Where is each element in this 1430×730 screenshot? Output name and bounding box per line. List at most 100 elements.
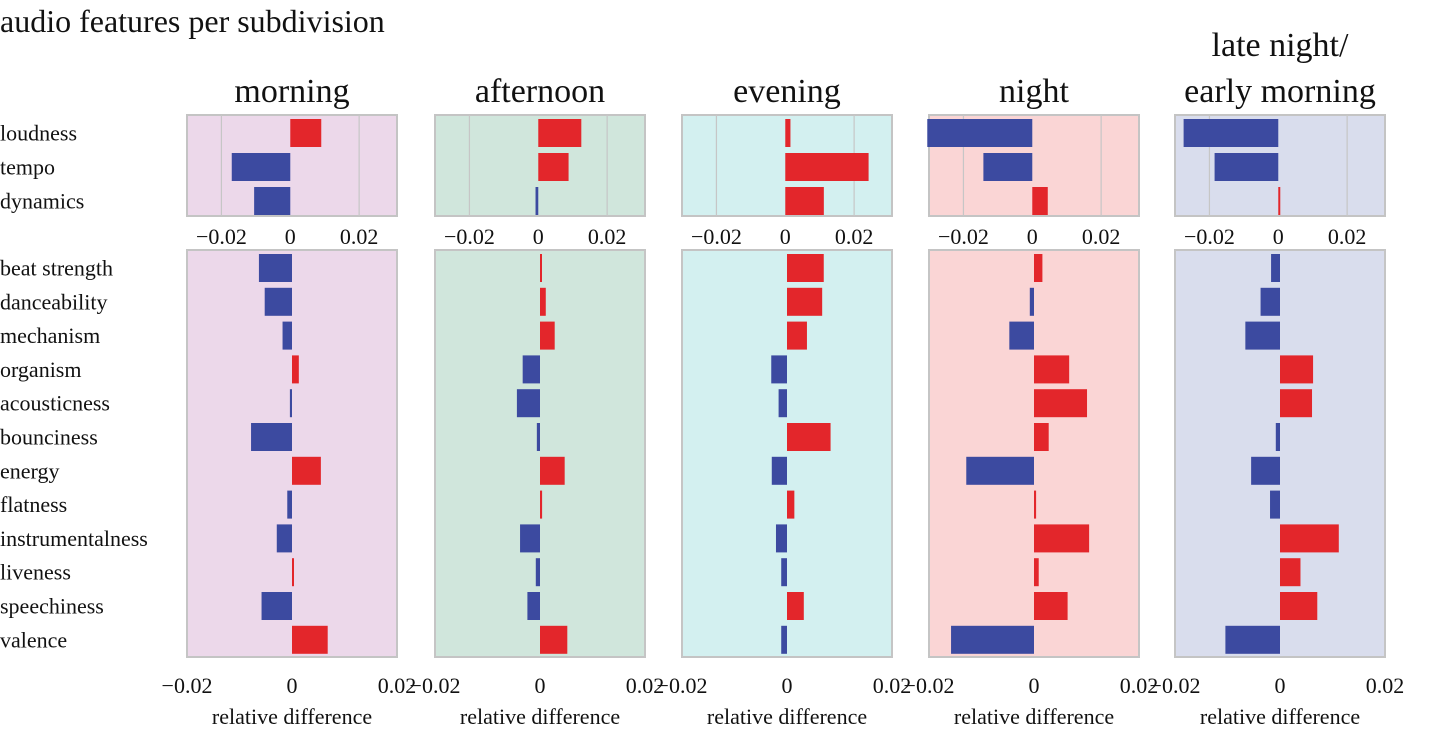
bar xyxy=(787,490,795,519)
bar xyxy=(1009,321,1034,350)
tick-label: 0 xyxy=(285,224,296,249)
tick-label: 0.02 xyxy=(1328,224,1367,249)
feature-label: mechanism xyxy=(0,323,100,348)
bar xyxy=(983,153,1033,181)
bar xyxy=(292,558,294,587)
bar xyxy=(1034,389,1088,418)
bar xyxy=(771,456,787,485)
bar xyxy=(282,321,292,350)
bar xyxy=(540,490,543,519)
bar xyxy=(1260,287,1280,316)
bar xyxy=(1280,355,1314,384)
bar xyxy=(540,321,555,350)
feature-label: liveness xyxy=(0,560,71,585)
tick-label: 0 xyxy=(1027,224,1038,249)
panel-background xyxy=(434,249,646,658)
bar xyxy=(1034,558,1039,587)
bar xyxy=(520,524,540,553)
bar xyxy=(1280,592,1318,620)
bar xyxy=(1245,321,1280,350)
feature-label: loudness xyxy=(0,121,77,146)
bar xyxy=(781,558,787,587)
subdivision-title: early morning xyxy=(1184,73,1376,110)
bar xyxy=(1270,490,1280,519)
tick-label: −0.02 xyxy=(196,224,247,249)
bar xyxy=(1280,524,1339,553)
subdivision-title: afternoon xyxy=(475,73,605,110)
feature-label: beat strength xyxy=(0,256,113,281)
bar xyxy=(1032,187,1048,215)
bar xyxy=(785,187,824,215)
bar xyxy=(264,287,292,316)
tick-label: 0.02 xyxy=(340,224,379,249)
subdivision-panel: late night/early morning −0.02 0 0.02 −0.02 0… xyxy=(1150,27,1405,729)
bar xyxy=(289,389,292,418)
bar xyxy=(1034,592,1068,620)
bar xyxy=(535,558,540,587)
panel-background xyxy=(1174,249,1386,658)
tick-label: 0 xyxy=(535,673,546,698)
panel-background xyxy=(928,249,1140,658)
bar xyxy=(1214,153,1279,181)
bar xyxy=(951,625,1034,654)
bar xyxy=(292,456,321,485)
bar xyxy=(1251,456,1280,485)
tick-label: 0.02 xyxy=(1082,224,1121,249)
bar xyxy=(1034,355,1070,384)
feature-label: valence xyxy=(0,627,67,652)
tick-label: −0.02 xyxy=(444,224,495,249)
bar xyxy=(540,254,542,282)
bar xyxy=(261,592,292,620)
x-axis-label: relative difference xyxy=(212,704,372,729)
feature-label: tempo xyxy=(0,155,55,180)
tick-label: 0.02 xyxy=(1366,673,1405,698)
bar xyxy=(787,254,824,282)
bar xyxy=(516,389,540,418)
tick-label: 0.02 xyxy=(873,673,912,698)
bar xyxy=(785,119,791,147)
bar xyxy=(778,389,787,418)
bar xyxy=(522,355,540,384)
bar xyxy=(771,355,787,384)
x-axis-label: relative difference xyxy=(460,704,620,729)
feature-label: dynamics xyxy=(0,189,84,214)
panels: loudness tempo dynamics beat strength dancea… xyxy=(0,27,1404,729)
bar xyxy=(787,423,831,451)
feature-label: speechiness xyxy=(0,594,104,619)
x-axis-label: relative difference xyxy=(707,704,867,729)
bar xyxy=(538,153,569,181)
tick-label: 0 xyxy=(287,673,298,698)
tick-label: 0.02 xyxy=(835,224,874,249)
bar xyxy=(787,321,807,350)
x-axis-label: relative difference xyxy=(954,704,1114,729)
bar xyxy=(1278,187,1281,215)
tick-label: −0.02 xyxy=(410,673,461,698)
bar xyxy=(251,423,292,451)
bar xyxy=(231,153,291,181)
tick-label: 0 xyxy=(1273,224,1284,249)
chart-title: audio features per subdivision xyxy=(0,3,385,39)
bar xyxy=(538,119,582,147)
bar xyxy=(287,490,292,519)
bar xyxy=(292,355,299,384)
tick-label: −0.02 xyxy=(1150,673,1201,698)
tick-label: 0 xyxy=(782,673,793,698)
bar xyxy=(787,287,823,316)
bar xyxy=(775,524,787,553)
bar xyxy=(290,119,322,147)
x-axis-label: relative difference xyxy=(1200,704,1360,729)
tick-label: −0.02 xyxy=(1184,224,1235,249)
bar xyxy=(781,625,787,654)
tick-label: 0 xyxy=(533,224,544,249)
tick-label: −0.02 xyxy=(938,224,989,249)
tick-label: 0 xyxy=(1029,673,1040,698)
feature-label: acousticness xyxy=(0,391,110,416)
tick-label: 0 xyxy=(780,224,791,249)
feature-label: flatness xyxy=(0,492,67,517)
bar xyxy=(540,287,546,316)
bar xyxy=(292,625,328,654)
bar xyxy=(1280,389,1313,418)
feature-label: instrumentalness xyxy=(0,526,148,551)
